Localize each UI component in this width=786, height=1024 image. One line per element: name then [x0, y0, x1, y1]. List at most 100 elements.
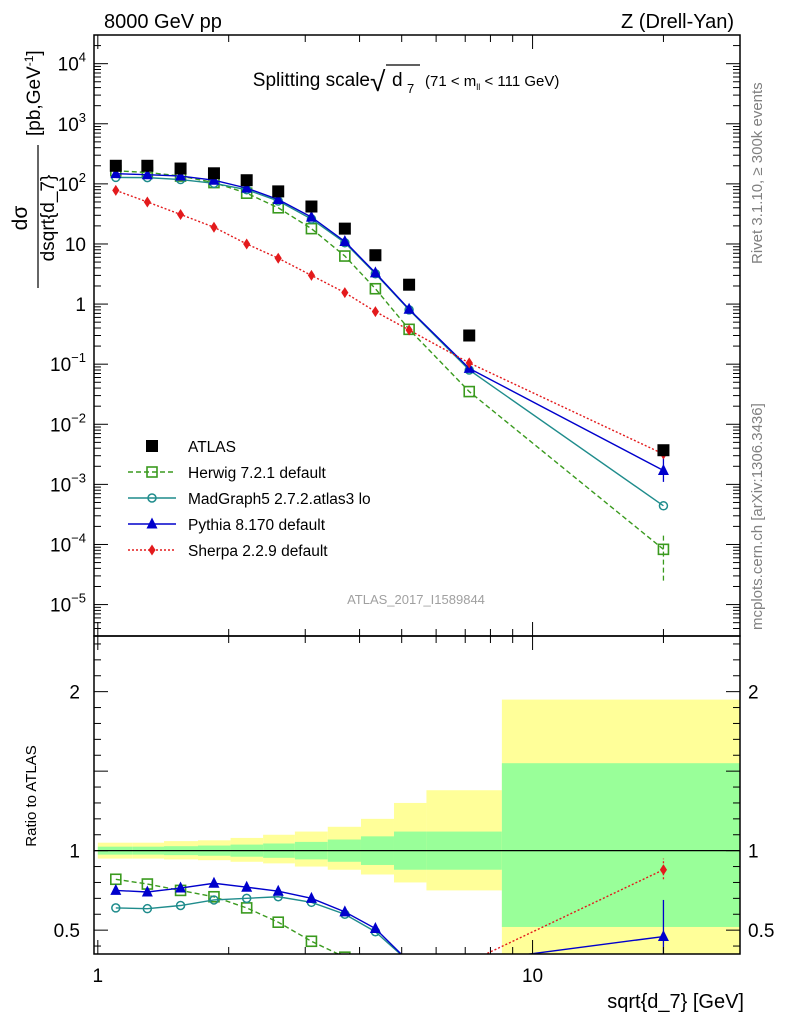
data-point [463, 385, 476, 398]
legend-entry: Herwig 7.2.1 default [128, 465, 327, 482]
ratio-y-tick-label-right: 2 [748, 683, 759, 704]
plot-title-d: d [392, 70, 403, 91]
mcplots-reference: mcplots.cern.ch [arXiv:1306.3436] [749, 403, 766, 630]
main-watermark: ATLAS_2017_I1589844 [347, 592, 485, 607]
data-point [174, 162, 187, 175]
legend-entry: Pythia 8.170 default [128, 517, 326, 534]
y-tick-label: 104 [58, 50, 86, 76]
data-point [305, 210, 317, 222]
header-energy: 8000 GeV pp [104, 11, 222, 33]
data-point [466, 956, 473, 967]
data-point [657, 543, 670, 556]
data-point [274, 252, 282, 264]
ratio-y-tick-label: 0.5 [54, 921, 80, 942]
data-point [404, 955, 415, 966]
data-point [369, 922, 381, 934]
data-point [146, 517, 158, 529]
ratio-series-group [110, 858, 669, 967]
x-tick-label: 1 [93, 966, 104, 987]
legend: ATLAS Herwig 7.2.1 default MadGraph5 2.7.2… [128, 439, 371, 560]
data-point [272, 884, 284, 896]
series-line [115, 189, 664, 455]
series-line [115, 172, 664, 472]
plot-title-cut: (71 < mll < 111 GeV) [425, 73, 559, 92]
data-point [141, 168, 153, 180]
ratio-frame [93, 635, 741, 955]
data-point [305, 200, 318, 213]
series-3 [110, 167, 669, 482]
data-point [307, 269, 316, 281]
ratio-y-tick-label-right: 1 [748, 842, 759, 863]
ratio-panel: 0.5 0.5 1 1 2 2 1 10 Ratio to ATLAS sqrt{d_7} … [23, 636, 774, 1013]
data-point [369, 249, 382, 262]
data-point [209, 895, 219, 905]
header-process: Z (Drell-Yan) [621, 11, 734, 33]
ratio-line [115, 882, 664, 954]
ratio-series-4 [466, 858, 668, 967]
data-point [657, 930, 669, 942]
data-point [338, 222, 351, 235]
data-point [240, 174, 253, 187]
y-tick-label: 10−3 [50, 470, 86, 496]
y-label-numerator: dσ [9, 206, 32, 231]
data-point [405, 324, 413, 336]
legend-label: Herwig 7.2.1 default [188, 465, 327, 482]
data-point [141, 885, 153, 897]
ratio-y-axis: 0.5 0.5 1 1 2 2 [54, 643, 774, 947]
data-point [369, 282, 382, 295]
data-point [240, 902, 253, 914]
main-panel: ATLAS_2017_I1589844 Splitting scale √ d … [9, 34, 741, 637]
rivet-version: Rivet 3.1.10, ≥ 300k events [749, 82, 766, 264]
data-point [657, 464, 669, 476]
y-tick-label: 10−2 [50, 410, 86, 436]
data-point [110, 883, 122, 895]
legend-label: Sherpa 2.2.9 default [188, 543, 328, 560]
y-tick-label: 103 [58, 110, 86, 136]
data-point [341, 287, 349, 299]
data-point [142, 903, 153, 914]
ratio-y-tick-label-right: 0.5 [748, 921, 774, 942]
data-point [371, 306, 379, 318]
ratio-uncertainty-bands [97, 699, 740, 954]
data-point [272, 192, 284, 204]
data-point [658, 501, 669, 511]
data-point [241, 880, 253, 892]
data-point [369, 266, 381, 278]
data-point [272, 185, 285, 198]
ratio-y-tick-label: 2 [69, 683, 80, 704]
main-series-group [109, 159, 670, 581]
series-2 [111, 172, 669, 511]
data-point [243, 238, 251, 250]
data-point [305, 891, 317, 903]
data-point [143, 196, 151, 208]
data-point [464, 955, 475, 966]
data-point [405, 958, 413, 966]
ratio-inner-band [501, 763, 740, 927]
data-point [339, 234, 351, 246]
data-point [210, 221, 218, 233]
series-4 [112, 184, 668, 460]
data-point [339, 905, 351, 917]
x-tick-label: 10 [522, 966, 543, 987]
y-tick-label: 10−5 [50, 591, 86, 617]
series-0 [109, 159, 670, 457]
legend-entry: ATLAS [146, 439, 236, 456]
data-point [241, 893, 252, 904]
data-point [403, 302, 415, 314]
data-point [175, 169, 187, 181]
data-point [111, 903, 121, 913]
ratio-line [115, 896, 402, 954]
data-point [208, 890, 220, 903]
ratio-y-label: Ratio to ATLAS [23, 745, 40, 846]
plot-title: Splitting scale √ d 7 (71 < mll < 111 Ge… [253, 64, 559, 97]
legend-entry: MadGraph5 2.7.2.atlas3 lo [128, 491, 371, 508]
legend-label: MadGraph5 2.7.2.atlas3 lo [188, 491, 371, 508]
main-y-axis: 10−5 10−4 10−3 10−2 10−1 1 10 102 103 104 [50, 34, 740, 637]
plot-title-text: Splitting scale [253, 70, 370, 91]
ratio-series-2 [111, 892, 413, 966]
data-point [208, 876, 220, 888]
y-label-denominator: dsqrt{d_7} [38, 175, 59, 262]
data-point [146, 440, 158, 452]
data-point [272, 916, 285, 929]
data-point [176, 208, 185, 220]
